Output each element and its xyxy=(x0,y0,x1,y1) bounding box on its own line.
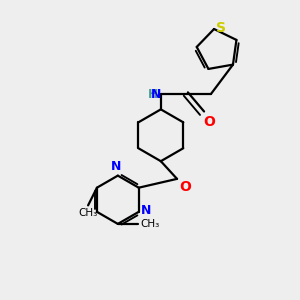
Text: O: O xyxy=(179,180,191,194)
Text: O: O xyxy=(203,115,215,129)
Text: N: N xyxy=(141,204,152,217)
Text: N: N xyxy=(151,88,161,100)
Text: S: S xyxy=(216,20,226,34)
Text: H: H xyxy=(148,88,158,100)
Text: N: N xyxy=(111,160,122,173)
Text: CH₃: CH₃ xyxy=(140,219,159,229)
Text: CH₃: CH₃ xyxy=(79,208,98,218)
